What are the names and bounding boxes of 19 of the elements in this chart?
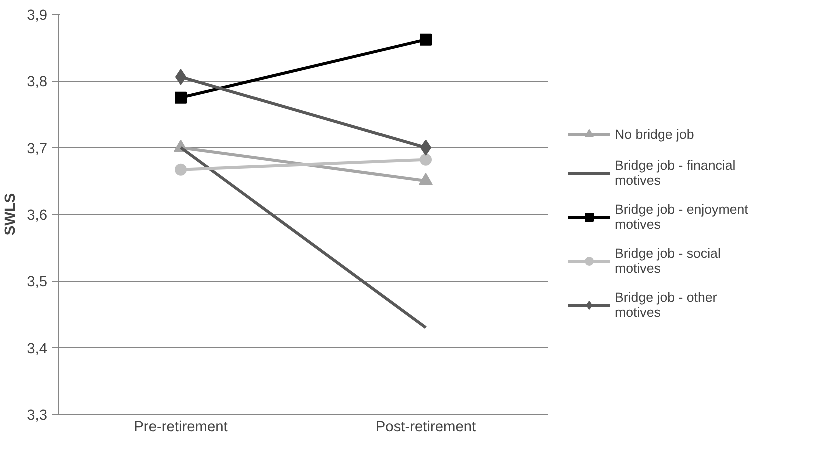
- x-tick-label: Post-retirement: [376, 420, 476, 436]
- legend-label: Bridge job - financial motives: [615, 158, 736, 188]
- point: [420, 34, 432, 46]
- legend-label: Bridge job - social motives: [615, 246, 721, 276]
- point: [175, 92, 187, 104]
- y-tick-label: 3,5: [27, 274, 48, 291]
- y-tick-label: 3,6: [27, 208, 48, 224]
- legend-label: Bridge job - enjoyment motives: [615, 202, 748, 232]
- y-tick-label: 3,7: [27, 141, 48, 158]
- y-axis-title: SWLS: [3, 193, 20, 236]
- y-tick-label: 3,8: [27, 74, 48, 91]
- point: [175, 164, 187, 176]
- y-tick-label: 3,3: [27, 408, 48, 424]
- x-tick-label: Pre-retirement: [134, 420, 228, 436]
- legend-label: No bridge job: [615, 126, 694, 143]
- legend-label: Bridge job - other motives: [615, 290, 718, 320]
- y-tick-label: 3,4: [27, 341, 48, 358]
- y-tick-label: 3,9: [27, 8, 48, 24]
- point: [420, 154, 432, 166]
